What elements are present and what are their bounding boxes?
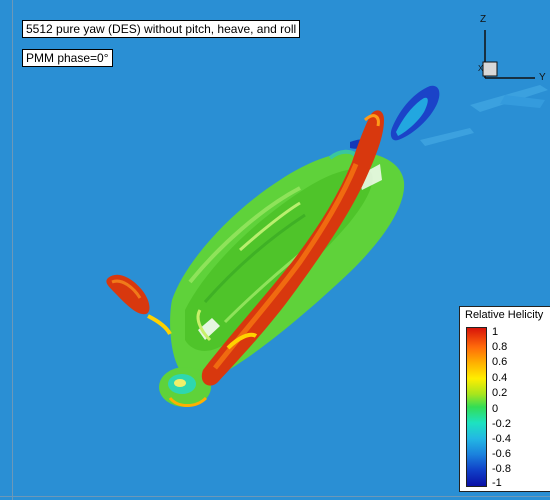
legend-tick: -0.6 xyxy=(492,448,511,460)
legend-tick: -1 xyxy=(492,477,502,489)
wake-streaks xyxy=(420,85,548,146)
legend-tick: 0 xyxy=(492,403,499,415)
phase-label: PMM phase=0° xyxy=(22,49,113,67)
legend-tick: 0.4 xyxy=(492,372,508,384)
plot-title: 5512 pure yaw (DES) without pitch, heave… xyxy=(22,20,301,38)
left-vortex-tube xyxy=(106,274,172,336)
stern-blob xyxy=(159,367,211,407)
axis-y-label: Y xyxy=(539,72,546,83)
legend-tick: 1 xyxy=(492,326,499,338)
legend-colorbar xyxy=(466,327,487,487)
hull-isosurface xyxy=(170,149,405,381)
legend-tick: -0.8 xyxy=(492,463,511,475)
legend-tick: 0.6 xyxy=(492,356,508,368)
axis-z-label: Z xyxy=(480,14,487,25)
positive-helicity-vortex xyxy=(201,110,384,386)
legend-tick: -0.2 xyxy=(492,418,511,430)
axis-x-label: X xyxy=(478,64,484,73)
legend-title: Relative Helicity xyxy=(465,309,544,321)
legend-tick: 0.8 xyxy=(492,341,508,353)
axis-triad xyxy=(482,30,535,79)
legend-tick: -0.4 xyxy=(492,433,511,445)
helicity-legend: Relative Helicity 1 0.8 0.6 0.4 0.2 0 -0… xyxy=(459,306,550,492)
frame-border-bottom xyxy=(0,496,550,497)
frame-border-left xyxy=(12,0,13,500)
legend-tick: 0.2 xyxy=(492,387,508,399)
